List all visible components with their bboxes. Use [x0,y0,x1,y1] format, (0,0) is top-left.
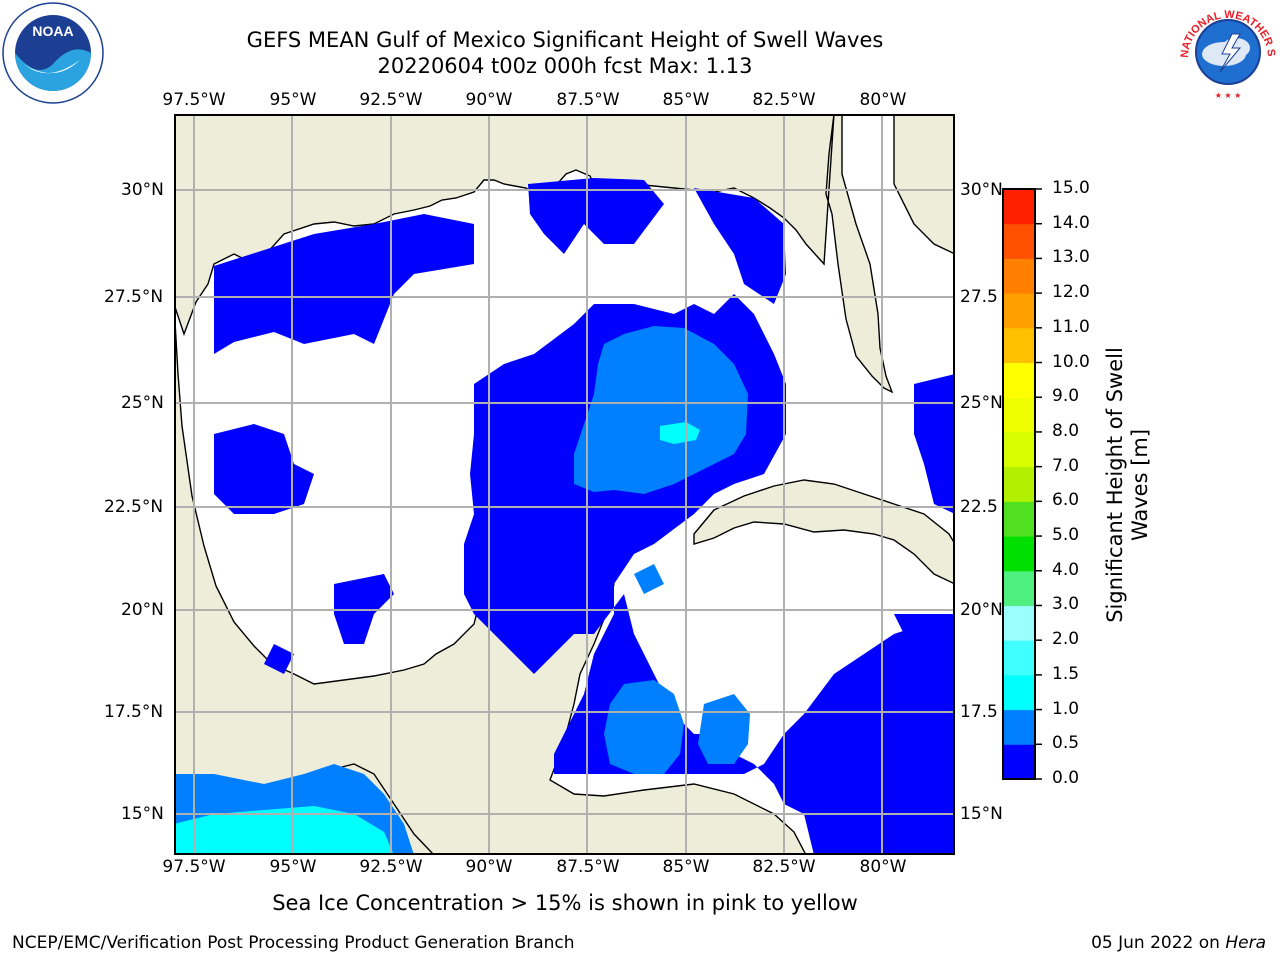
lat-label-right: 22.5 [960,497,998,517]
land-hispaniola [893,114,955,255]
lat-label-right: 27.5 [960,287,998,307]
nws-logo: NATIONAL WEATHER SERVICE ★ ★ ★ [1176,2,1277,100]
lat-label-left: 15°N [121,804,164,824]
colorbar-band [1003,674,1035,711]
colorbar-label: Significant Height of Swell Waves [m] [1103,347,1153,623]
colorbar-band [1003,431,1035,468]
svg-text:★ ★ ★: ★ ★ ★ [1215,91,1242,100]
colorbar-tick-label: 6.0 [1052,490,1080,511]
lat-label-left: 25°N [121,393,164,413]
chart-title: GEFS MEAN Gulf of Mexico Significant Hei… [246,28,884,52]
lat-label-right: 20°N [960,600,1003,620]
lon-label-bottom: 95°W [269,857,317,877]
footer-machine: Hera [1225,933,1266,953]
colorbar-label-line2: Waves [m] [1128,428,1152,542]
footer-date: 05 Jun 2022 on Hera [1091,933,1266,953]
lon-label-top: 87.5°W [556,90,620,110]
footer-date-text: 05 Jun 2022 on [1091,933,1226,953]
colorbar-band [1003,605,1035,641]
colorbar-band [1003,640,1035,676]
lat-label-right: 30°N [960,180,1003,200]
swell-band-1.0-1.5 [174,422,700,855]
colorbar-band [1003,501,1035,537]
colorbar-band [1003,397,1035,433]
lon-label-bottom: 82.5°W [752,857,816,877]
colorbar-band [1003,362,1035,398]
lon-label-bottom: 97.5°W [162,857,226,877]
colorbar-tick-label: 4.0 [1052,559,1080,580]
colorbar-band [1003,466,1035,502]
map-frame [174,114,955,855]
lon-label-bottom: 92.5°W [359,857,423,877]
chart-subtitle: 20220604 t00z 000h fcst Max: 1.13 [377,54,753,78]
colorbar-band [1003,258,1035,294]
noaa-text: NOAA [32,23,73,39]
colorbar-tick-label: 10.0 [1052,351,1090,372]
colorbar-band [1003,223,1035,259]
colorbar-tick-label: 1.0 [1052,698,1080,719]
colorbar-tick-label: 3.0 [1052,594,1080,615]
lat-label-left: 17.5°N [104,702,164,722]
colorbar-tick-label: 0.5 [1052,733,1080,754]
colorbar-tick-label: 9.0 [1052,386,1080,407]
colorbar-tick-label: 11.0 [1052,316,1090,337]
noaa-logo: NOAA [2,2,104,104]
colorbar-band [1003,293,1035,329]
lon-label-top: 90°W [465,90,513,110]
colorbar-band [1003,327,1035,364]
colorbar-tick-label: 12.0 [1052,282,1090,303]
colorbar-band [1003,536,1035,572]
map-panel [174,114,955,855]
colorbar-tick-label: 5.0 [1052,525,1080,546]
lon-label-top: 95°W [269,90,317,110]
lat-label-right: 17.5 [960,702,998,722]
lon-label-bottom: 80°W [859,857,907,877]
colorbar-band [1003,570,1035,606]
lat-label-left: 20°N [121,600,164,620]
footer-producer: NCEP/EMC/Verification Post Processing Pr… [12,933,575,953]
lon-label-top: 92.5°W [359,90,423,110]
colorbar-tick-label: 7.0 [1052,455,1080,476]
colorbar-tick-label: 8.0 [1052,420,1080,441]
colorbar-tick-label: 15.0 [1052,178,1090,198]
colorbar-tick-label: 0.0 [1052,768,1080,788]
lon-label-top: 85°W [662,90,710,110]
colorbar-band [1003,744,1035,780]
lon-label-bottom: 87.5°W [556,857,620,877]
colorbar-tick-label: 14.0 [1052,212,1090,233]
lon-label-top: 97.5°W [162,90,226,110]
lat-label-right: 15°N [960,804,1003,824]
colorbar-tick-label: 1.5 [1052,663,1080,684]
colorbar-band [1003,189,1035,225]
graticule [174,114,955,855]
sea-ice-note: Sea Ice Concentration > 15% is shown in … [272,891,858,915]
lat-label-left: 27.5°N [104,287,164,307]
lon-label-bottom: 85°W [662,857,710,877]
lat-label-left: 30°N [121,180,164,200]
colorbar [1002,188,1042,780]
colorbar-tick-label: 2.0 [1052,629,1080,650]
colorbar-tick-label: 13.0 [1052,247,1090,268]
lon-label-top: 80°W [859,90,907,110]
colorbar-band [1003,709,1035,745]
lon-label-top: 82.5°W [752,90,816,110]
lon-label-bottom: 90°W [465,857,513,877]
colorbar-label-line1: Significant Height of Swell [1103,347,1127,623]
lat-label-left: 22.5°N [104,497,164,517]
lat-label-right: 25°N [960,393,1003,413]
